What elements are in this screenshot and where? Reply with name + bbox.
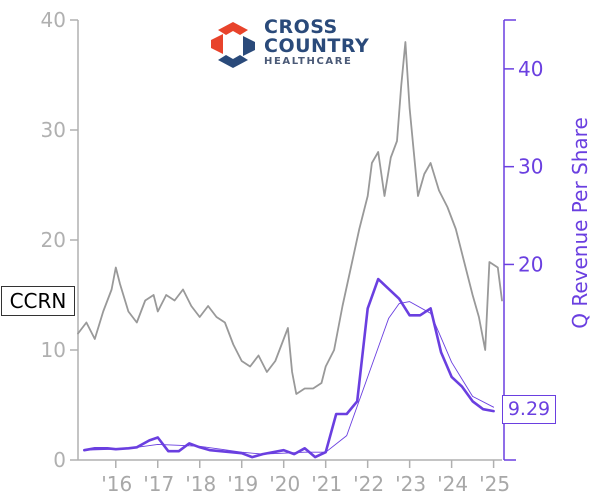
x-tick-label: '20 <box>269 472 300 496</box>
right-tick-label: 20 <box>518 252 543 276</box>
axes-layer: 0 10 20 30 40 20 30 40 '16 '17 '18 '19 '20 '21 '22 '23 '… <box>41 8 544 496</box>
x-tick-label: '17 <box>143 472 174 496</box>
company-logo: CROSS COUNTRY HEALTHCARE <box>208 18 378 72</box>
right-tick-label: 40 <box>518 57 543 81</box>
right-tick-label: 30 <box>518 155 543 179</box>
last-value-label: 9.29 <box>502 395 556 424</box>
revenue-trend-line <box>83 301 495 455</box>
logo-line-2: COUNTRY <box>264 35 370 57</box>
x-tick-label: '18 <box>185 472 216 496</box>
x-tick-label: '22 <box>353 472 384 496</box>
x-tick-label: '16 <box>101 472 132 496</box>
series-layer <box>77 41 503 459</box>
x-tick-label: '24 <box>437 472 468 496</box>
revenue-line <box>83 277 495 459</box>
right-axis-label: Q Revenue Per Share <box>568 117 592 329</box>
price-line <box>77 41 503 395</box>
ticker-label: CCRN <box>1 286 75 316</box>
left-tick-label: 20 <box>41 228 66 252</box>
x-tick-label: '19 <box>227 472 258 496</box>
left-tick-label: 10 <box>41 338 66 362</box>
logo-line-1: CROSS <box>264 16 338 38</box>
x-tick-label: '21 <box>311 472 342 496</box>
x-tick-label: '23 <box>395 472 426 496</box>
cross-country-logo-icon <box>211 22 255 68</box>
left-tick-label: 0 <box>53 448 66 472</box>
logo-text: CROSS COUNTRY HEALTHCARE <box>264 18 369 68</box>
x-tick-label: '25 <box>479 472 510 496</box>
left-tick-label: 40 <box>41 8 66 32</box>
left-tick-label: 30 <box>41 118 66 142</box>
logo-line-3: HEALTHCARE <box>264 56 353 67</box>
